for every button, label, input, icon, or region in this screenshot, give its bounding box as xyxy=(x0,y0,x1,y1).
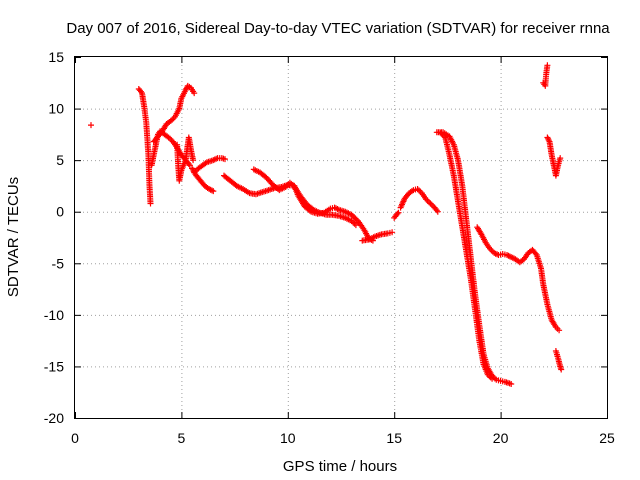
grid xyxy=(75,57,607,418)
data-point xyxy=(191,90,198,97)
data-points xyxy=(88,62,565,387)
x-axis-label: GPS time / hours xyxy=(283,458,397,475)
plot-frame xyxy=(74,56,608,419)
y-tick-label: 15 xyxy=(48,49,64,65)
y-tick-label: 5 xyxy=(56,152,64,168)
chart-title: Day 007 of 2016, Sidereal Day-to-day VTE… xyxy=(66,20,610,37)
x-tick-label: 25 xyxy=(599,430,615,446)
data-point xyxy=(508,381,515,387)
data-point xyxy=(489,375,496,382)
data-point xyxy=(557,155,564,162)
y-tick-label: 0 xyxy=(56,204,64,220)
y-tick-label: -10 xyxy=(44,307,64,323)
data-point xyxy=(389,229,396,236)
x-tick-label: 15 xyxy=(386,430,402,446)
x-tick-label: 5 xyxy=(178,430,186,446)
data-point xyxy=(88,122,94,129)
y-tick-label: -20 xyxy=(44,410,64,426)
data-point xyxy=(186,162,193,169)
axis-ticks xyxy=(75,57,608,419)
x-tick-labels: 0 5 10 15 20 25 xyxy=(71,430,615,446)
y-tick-label: -5 xyxy=(52,255,65,271)
data-point xyxy=(558,366,565,373)
data-point xyxy=(544,134,551,141)
data-point xyxy=(395,209,402,216)
data-point xyxy=(394,210,401,217)
data-point xyxy=(352,222,359,229)
data-point xyxy=(434,208,441,215)
data-point xyxy=(190,157,197,164)
data-point xyxy=(544,62,551,69)
data-point xyxy=(556,327,563,334)
y-tick-label: -15 xyxy=(44,358,64,374)
data-point xyxy=(210,188,217,195)
data-point xyxy=(147,200,154,207)
x-tick-label: 10 xyxy=(280,430,296,446)
x-tick-label: 0 xyxy=(71,430,79,446)
y-axis-label: SDTVAR / TECUs xyxy=(5,177,22,297)
y-tick-labels: -20 -15 -10 -5 0 5 10 15 xyxy=(44,49,64,426)
x-tick-label: 20 xyxy=(493,430,509,446)
y-tick-label: 10 xyxy=(48,101,64,117)
data-point xyxy=(222,156,228,163)
